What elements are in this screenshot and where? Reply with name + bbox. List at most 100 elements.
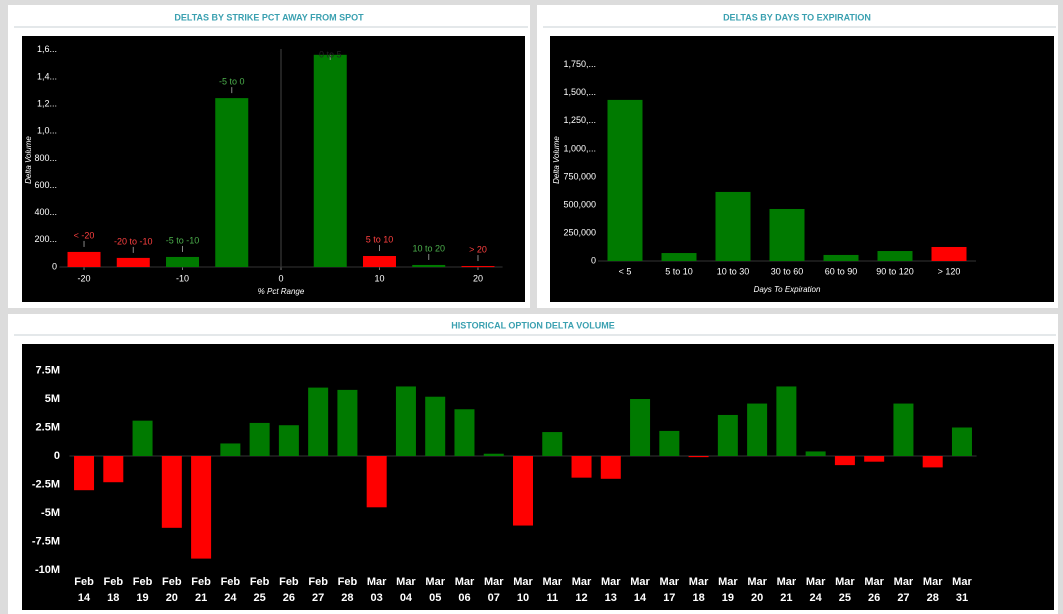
y-tick-label: 7.5M bbox=[36, 364, 60, 376]
x-tick-label: 19 bbox=[136, 592, 148, 604]
x-tick-label: Mar bbox=[864, 576, 884, 588]
bar bbox=[922, 456, 943, 468]
y-tick-label: 400... bbox=[34, 207, 57, 217]
bar bbox=[454, 409, 475, 456]
x-tick-label: 28 bbox=[341, 592, 353, 604]
bar bbox=[395, 386, 416, 456]
y-tick-label: 1,500,... bbox=[563, 87, 596, 97]
y-tick-label: 1,750,... bbox=[563, 59, 596, 69]
y-tick-label: 1,250,... bbox=[563, 115, 596, 125]
x-tick-label: Mar bbox=[689, 576, 709, 588]
bar bbox=[313, 54, 347, 267]
bar bbox=[951, 427, 972, 456]
x-tick-label: > 120 bbox=[938, 266, 961, 276]
bar bbox=[659, 430, 680, 456]
bar bbox=[362, 256, 396, 267]
x-tick-label: 20 bbox=[166, 592, 178, 604]
y-tick-label: 0 bbox=[591, 255, 596, 265]
bar bbox=[607, 99, 643, 261]
bar bbox=[278, 425, 299, 456]
y-tick-label: 200... bbox=[34, 234, 57, 244]
x-tick-label: Feb bbox=[338, 576, 358, 588]
x-tick-label: Mar bbox=[425, 576, 445, 588]
x-tick-label: 17 bbox=[663, 592, 675, 604]
x-tick-label: Mar bbox=[952, 576, 972, 588]
x-axis-label: % Pct Range bbox=[258, 287, 305, 296]
y-tick-label: 1,6... bbox=[37, 44, 57, 54]
x-tick-label: Mar bbox=[484, 576, 504, 588]
x-tick-label: 31 bbox=[956, 592, 968, 604]
y-tick-label: 1,2... bbox=[37, 98, 57, 108]
x-tick-label: 60 to 90 bbox=[825, 266, 858, 276]
x-tick-label: Mar bbox=[367, 576, 387, 588]
x-tick-label: 14 bbox=[634, 592, 647, 604]
bar bbox=[132, 420, 153, 456]
x-tick-label: 12 bbox=[575, 592, 587, 604]
bar bbox=[161, 456, 182, 528]
bar bbox=[893, 403, 914, 456]
bar bbox=[366, 456, 387, 508]
x-tick-label: Mar bbox=[777, 576, 797, 588]
bar bbox=[747, 403, 768, 456]
x-tick-label: 0 bbox=[278, 273, 283, 283]
bar bbox=[542, 432, 563, 456]
x-tick-label: 19 bbox=[722, 592, 734, 604]
x-tick-label: 10 bbox=[517, 592, 529, 604]
data-label: -20 to -10 bbox=[114, 236, 153, 246]
x-tick-label: 10 bbox=[374, 273, 384, 283]
y-tick-label: -10M bbox=[35, 564, 60, 576]
x-tick-label: 27 bbox=[897, 592, 909, 604]
y-tick-label: 0 bbox=[52, 261, 57, 271]
x-tick-label: 18 bbox=[107, 592, 119, 604]
x-tick-label: 20 bbox=[473, 273, 483, 283]
bar bbox=[461, 266, 495, 268]
bar bbox=[116, 257, 150, 267]
plot-area bbox=[22, 36, 525, 302]
bar bbox=[717, 414, 738, 456]
bar bbox=[191, 456, 212, 559]
data-label: 10 to 20 bbox=[412, 243, 445, 253]
x-tick-label: 06 bbox=[458, 592, 470, 604]
x-tick-label: 03 bbox=[371, 592, 383, 604]
x-tick-label: Mar bbox=[601, 576, 621, 588]
chart-title: HISTORICAL OPTION DELTA VOLUME bbox=[451, 320, 615, 330]
y-tick-label: 500,000 bbox=[563, 199, 596, 209]
x-tick-label: Feb bbox=[104, 576, 124, 588]
x-tick-label: 04 bbox=[400, 592, 413, 604]
bar bbox=[67, 251, 101, 267]
x-tick-label: 07 bbox=[488, 592, 500, 604]
x-tick-label: 26 bbox=[868, 592, 880, 604]
x-tick-label: 11 bbox=[546, 592, 558, 604]
x-tick-label: Mar bbox=[718, 576, 738, 588]
y-tick-label: 1,0... bbox=[37, 126, 57, 136]
x-tick-label: 21 bbox=[780, 592, 792, 604]
data-label: 5 to 10 bbox=[366, 234, 394, 244]
x-tick-label: 24 bbox=[224, 592, 237, 604]
x-tick-label: 30 to 60 bbox=[771, 266, 804, 276]
x-tick-label: 24 bbox=[810, 592, 823, 604]
bar bbox=[805, 451, 826, 456]
data-label: > 20 bbox=[469, 244, 487, 254]
bar bbox=[74, 456, 95, 491]
y-tick-label: 250,000 bbox=[563, 227, 596, 237]
x-tick-label: 10 to 30 bbox=[717, 266, 750, 276]
x-tick-label: 27 bbox=[312, 592, 324, 604]
x-axis-label: Days To Expiration bbox=[754, 285, 821, 294]
x-tick-label: 25 bbox=[839, 592, 851, 604]
y-tick-label: -7.5M bbox=[32, 535, 60, 547]
y-tick-label: 0 bbox=[54, 450, 60, 462]
data-label: 0 to 5 bbox=[319, 49, 342, 59]
data-label: -5 to -10 bbox=[166, 235, 200, 245]
y-axis-label: Delta Volume bbox=[24, 136, 33, 184]
x-tick-label: 05 bbox=[429, 592, 441, 604]
x-tick-label: Mar bbox=[806, 576, 826, 588]
x-tick-label: 18 bbox=[692, 592, 704, 604]
x-tick-label: -10 bbox=[176, 273, 189, 283]
x-tick-label: Feb bbox=[221, 576, 241, 588]
bar bbox=[166, 256, 200, 267]
y-tick-label: 1,000,... bbox=[563, 143, 596, 153]
x-tick-label: Feb bbox=[279, 576, 299, 588]
x-tick-label: Mar bbox=[747, 576, 767, 588]
bar bbox=[425, 396, 446, 456]
